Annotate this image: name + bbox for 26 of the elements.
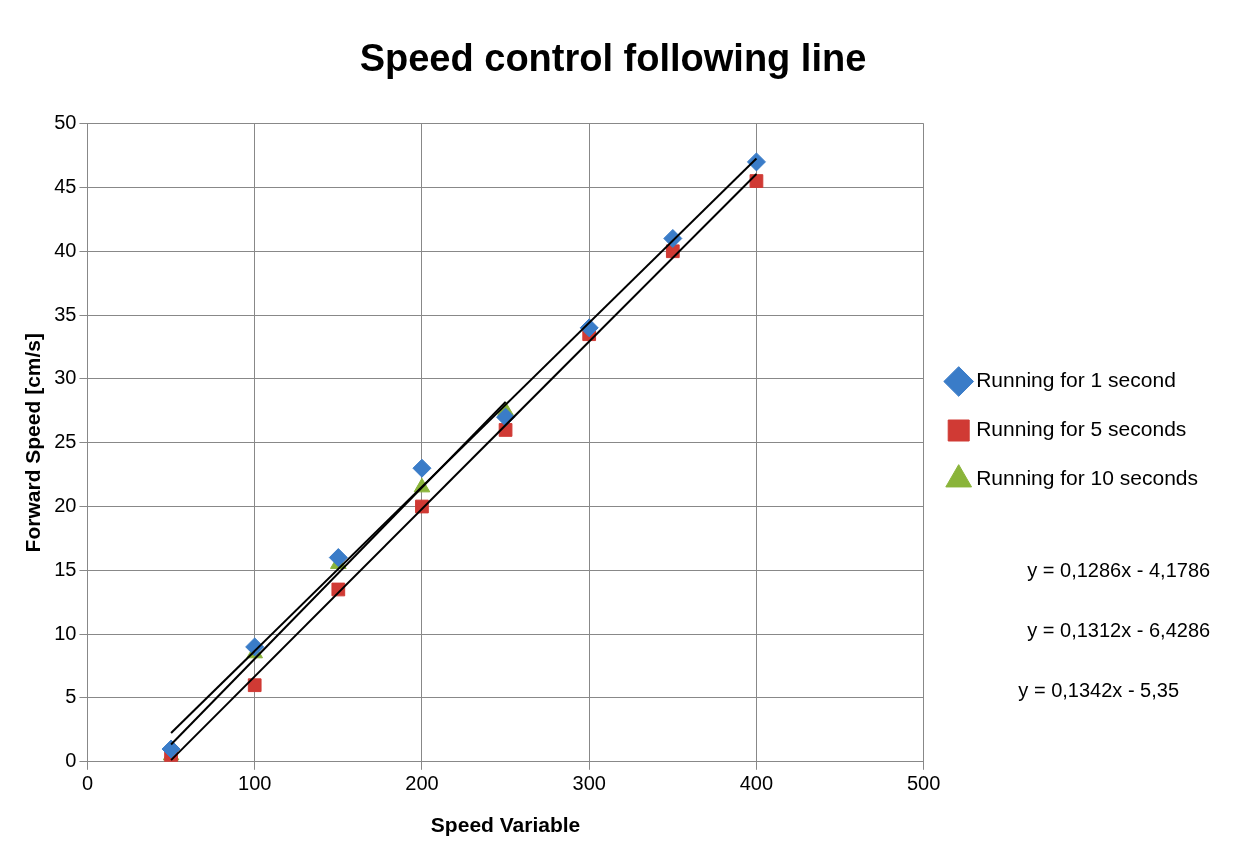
x-tick-label: 400 (739, 772, 774, 795)
legend-label: Running for 1 second (976, 368, 1176, 392)
x-axis-title: Speed Variable (430, 813, 581, 837)
y-tick-label: 30 (54, 366, 77, 389)
text: y = 0,1286x - 4,1786 (1027, 559, 1211, 582)
legend-label: Running for 5 seconds (976, 417, 1187, 441)
y-tick-label: 5 (65, 685, 77, 708)
y-tick-label: 35 (54, 302, 77, 325)
y-tick-label: 45 (54, 174, 77, 197)
x-tick-label: 0 (81, 772, 94, 795)
x-tick-label: 100 (238, 772, 272, 795)
x-tick-label: 300 (572, 772, 606, 795)
y-tick-label: 40 (54, 238, 77, 261)
y-tick-label: 10 (54, 621, 77, 644)
y-tick-label: 15 (54, 557, 77, 580)
y-tick-label: 0 (65, 749, 77, 772)
x-tick-label: 200 (405, 772, 439, 795)
y-tick-label: 25 (54, 430, 77, 453)
text: y = 0,1312x - 6,4286 (1027, 619, 1211, 642)
legend-label: Running for 10 seconds (976, 466, 1198, 490)
y-tick-label: 20 (54, 494, 77, 517)
x-tick-label: 500 (907, 772, 941, 795)
chart-title: Speed control following line (359, 37, 867, 80)
y-axis-title: Forward Speed [cm/s] (21, 333, 45, 553)
y-tick-label: 50 (54, 111, 77, 134)
text: y = 0,1342x - 5,35 (1018, 679, 1180, 702)
